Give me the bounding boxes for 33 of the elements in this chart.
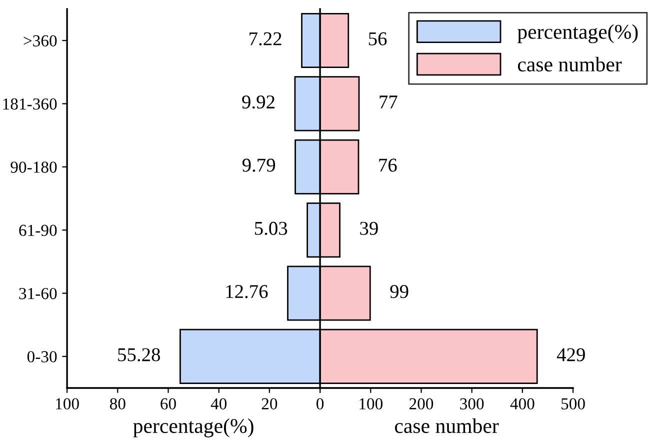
y-tick-label: 90-180 [10, 162, 57, 173]
data-label: 5.03 [254, 222, 288, 236]
data-label: 76 [379, 158, 397, 172]
data-label: 56 [368, 32, 387, 46]
x-tick-label: 500 [562, 398, 585, 410]
x-tick-label: 200 [409, 398, 434, 410]
data-label: 77 [380, 96, 398, 108]
y-tick-label: 61-90 [19, 224, 57, 236]
x-tick-label: 300 [460, 398, 484, 410]
x-axis-title: case number [394, 418, 499, 434]
data-label: 99 [390, 285, 408, 298]
data-label: 55.28 [118, 348, 160, 362]
x-tick-label: 20 [262, 398, 278, 410]
data-label: 39 [360, 222, 378, 235]
x-tick-label: 400 [510, 398, 534, 410]
data-label: 12.76 [226, 285, 268, 298]
y-tick-label: 0-30 [27, 351, 57, 362]
y-tick-label: 181-360 [3, 98, 57, 110]
data-label: 429 [556, 348, 585, 362]
data-label: 7.22 [250, 32, 282, 46]
x-tick-label: 0 [316, 398, 324, 410]
y-tick-label: 31-60 [19, 288, 57, 300]
legend-label: percentage(%) [518, 24, 638, 44]
x-tick-label: 60 [160, 398, 176, 410]
x-tick-label: 40 [210, 398, 227, 410]
legend-label: case number [518, 56, 622, 72]
x-tick-label: 100 [56, 398, 79, 410]
y-tick-label: >360 [24, 35, 57, 46]
data-label: 9.92 [242, 95, 274, 109]
x-tick-label: 100 [360, 398, 383, 410]
x-axis-title: percentage(%) [133, 418, 254, 438]
x-tick-label: 80 [110, 398, 126, 410]
data-label: 9.79 [242, 158, 276, 172]
